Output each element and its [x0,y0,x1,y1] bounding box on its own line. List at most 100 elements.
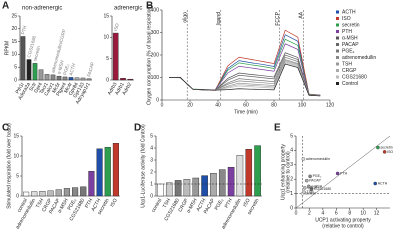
y-tick-label: 400 [151,7,160,13]
x-tick-label: Pth1r [15,81,26,95]
legend-swatch [336,30,339,33]
point-label: TSH [307,190,314,194]
x-tick-label: Adrb3 [107,81,119,96]
point-label: PGE₂ [313,174,322,178]
x-tick-label: 60 [243,102,249,108]
ligand-label: PTH [20,25,27,35]
bar [72,187,79,197]
point [301,157,306,161]
point-label: ACTH [378,181,388,185]
point-label: PACAP [309,179,321,183]
x-axis-label: UCP1 activating property [315,217,371,223]
x-tick-label: TSH [162,197,172,209]
legend-label: α-MSH [342,35,358,41]
bar [63,188,70,197]
bar [56,75,62,81]
bar [183,178,191,197]
legend-label: CRGP [342,68,357,74]
y-axis-label: Ucp1 enhancing property [280,144,286,200]
legend-swatch [336,10,339,14]
legend-label: PACAP [342,42,359,48]
y-tick-label: 0 [14,77,17,83]
legend-swatch [336,69,339,72]
panel-label: E [274,123,281,134]
y-tick-label: 3 [290,162,293,168]
point-label: adrenomedullin [306,157,330,161]
series-line [169,56,321,96]
ligand-label: PACAP [86,62,95,78]
x-tick-label: 120 [326,102,335,108]
bar [62,76,68,81]
x-tick-label: ISO [109,198,119,209]
y-axis-label: RPKM [4,41,10,55]
ligand-label: ACTH [68,63,76,76]
y-axis-sublabel: (relative to control) [285,151,291,193]
point-label: secretin [380,145,392,149]
y-tick-label: 20 [11,26,17,32]
bar [23,191,30,197]
bar [55,189,62,197]
bar [165,182,173,197]
y-tick-label: 5 [106,56,109,62]
bar [157,183,164,197]
chart-title: non-adrenergic [22,6,62,12]
x-tick-label: 10 [360,210,366,216]
legend-swatch [336,23,339,27]
x-tick-label: PTH [224,197,234,209]
legend-label: TSH [342,61,352,67]
y-tick-label: 10 [103,35,109,41]
bar [112,32,119,81]
x-tick-label: Sctr [28,81,38,92]
y-tick-label: 3 [150,157,153,163]
point-label: CRGP [307,186,318,190]
point [302,186,307,190]
bar [227,166,235,197]
point [373,181,377,186]
x-tick-label: 40 [215,102,221,108]
bar [80,186,87,197]
bar [44,74,50,81]
x-tick-label: ISO [242,198,252,209]
bar [236,154,244,197]
bar [201,175,208,197]
y-tick-label: 200 [151,52,160,58]
ligand-label: PGE₂ [62,63,70,75]
point [308,174,312,179]
bar [127,78,134,81]
legend-swatch [336,49,339,53]
y-tick-label: 5 [14,65,17,71]
ligand-label: α-MSH [56,60,64,75]
legend-swatch [336,43,339,46]
y-tick-label: 300 [151,30,160,36]
y-tick-label: 5 [150,133,153,139]
x-tick-label: Gpr4 [33,81,44,94]
y-tick-label: 25 [11,13,17,19]
point [335,171,340,176]
panel-label: C [2,123,9,134]
bar [68,77,74,81]
y-tick-label: 15 [13,133,19,139]
bar [38,69,44,81]
bar [86,78,92,81]
x-tick-label: Mc4r [63,81,74,94]
legend-label: Control [342,81,358,87]
y-axis-label: Oxygen consumption (% of basal respirati… [146,5,152,105]
bar [112,142,119,197]
legend-swatch [336,17,339,20]
panel-label: B [146,1,153,12]
y-tick-label: 0 [106,77,109,83]
series-line [169,60,321,97]
bar [104,146,111,197]
y-tick-label: 10 [13,153,19,159]
point [307,184,311,189]
series-line [169,59,321,97]
series-line [169,34,321,96]
point-label: α-MSH [311,184,322,188]
legend-swatch [336,82,339,85]
point [304,178,309,183]
bar [50,74,56,81]
y-tick-label: 0 [290,205,293,211]
y-tick-label: 4 [150,145,153,151]
legend-swatch [336,75,339,79]
